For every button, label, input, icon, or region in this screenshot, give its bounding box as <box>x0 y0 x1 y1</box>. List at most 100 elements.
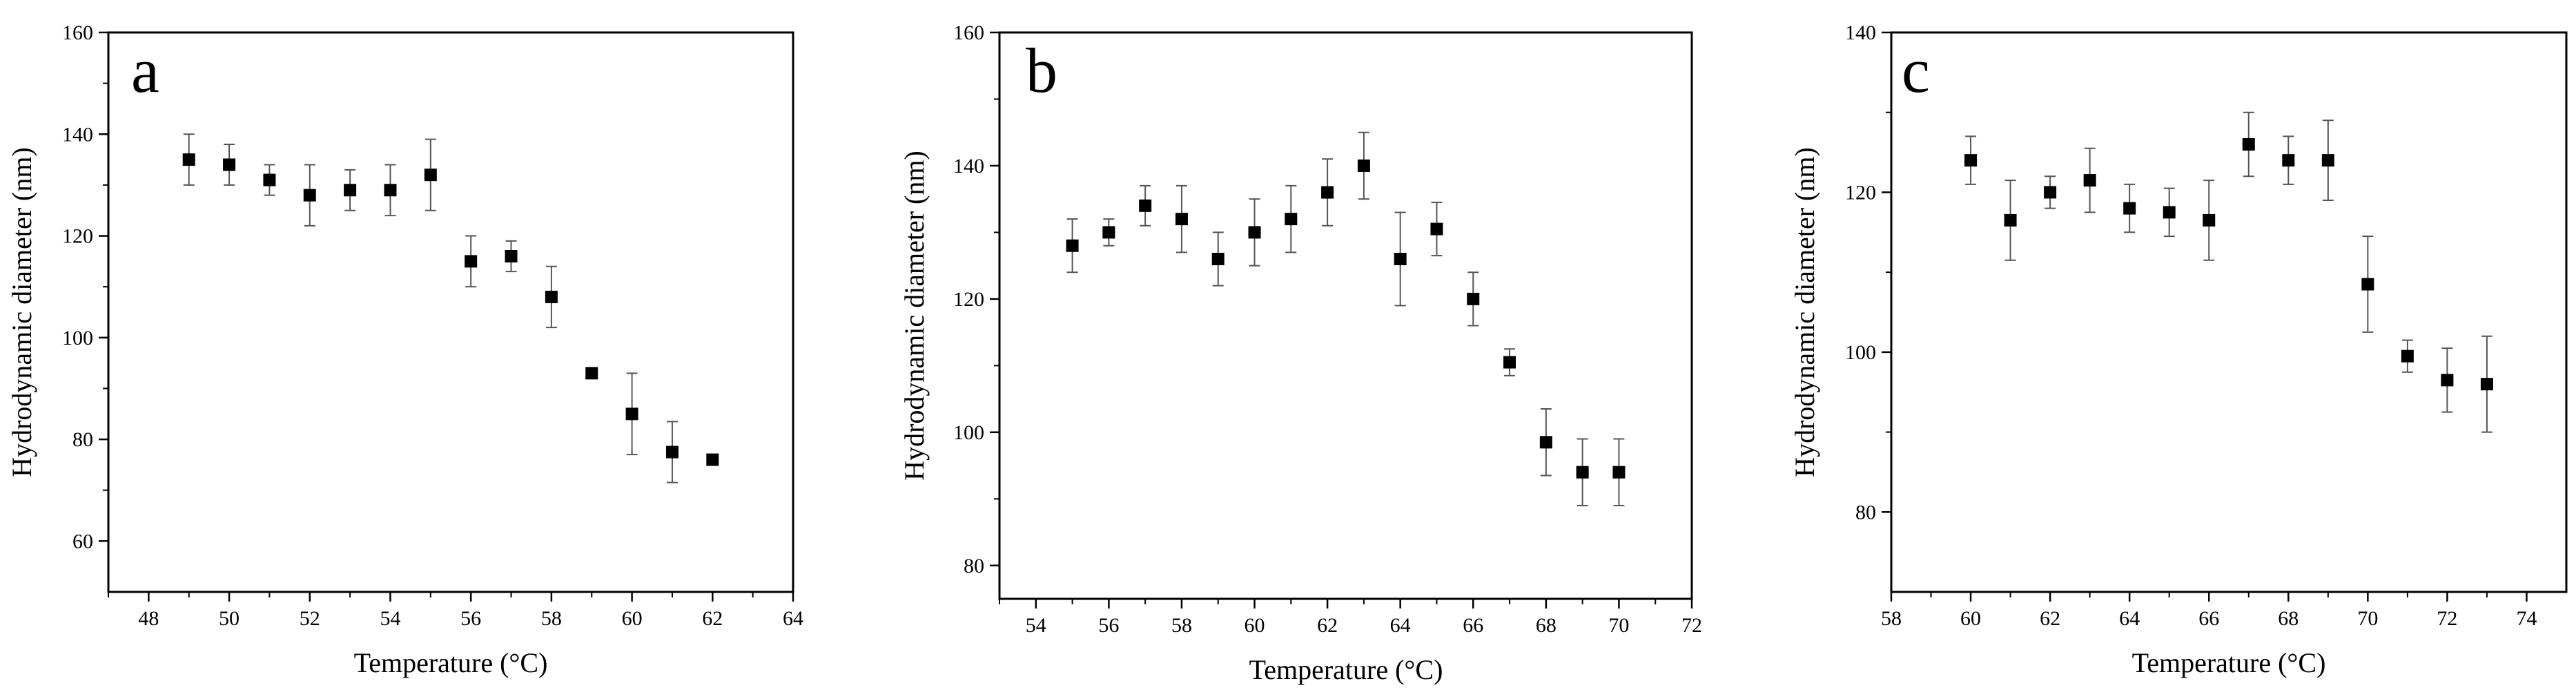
data-point <box>2321 154 2334 167</box>
panel-c: 58 60 62 64 66 68 70 72 74 80 100 120 140 c Temperat… <box>1789 21 2568 678</box>
data-point <box>384 184 397 197</box>
x-tick-label: 62 <box>2040 607 2060 630</box>
data-point <box>1539 436 1552 449</box>
x-tick-label: 60 <box>622 607 643 630</box>
data-point <box>665 445 679 459</box>
x-tick-label: 70 <box>1608 614 1629 637</box>
data-point <box>2044 186 2057 199</box>
x-axis-title: Temperature (°C) <box>2132 647 2326 678</box>
tick-marks <box>990 31 1693 608</box>
data-point <box>1102 226 1115 239</box>
data-marks <box>1066 131 1626 506</box>
x-tick-label: 58 <box>1171 614 1192 637</box>
data-marks <box>1964 111 2493 433</box>
panel-label: a <box>131 35 159 106</box>
x-tick-label: 48 <box>138 607 159 630</box>
x-tick-label: 54 <box>1026 614 1046 637</box>
tick-labels: 48 50 52 54 56 58 60 62 64 60 80 100 120 140 160 <box>62 21 803 630</box>
y-tick-label: 80 <box>72 428 93 451</box>
y-tick-label: 100 <box>953 421 984 444</box>
x-tick-label: 64 <box>783 607 803 630</box>
x-tick-label: 62 <box>702 607 723 630</box>
y-tick-label: 140 <box>1845 21 1876 44</box>
x-tick-label: 70 <box>2357 607 2378 630</box>
y-axis-title: Hydrodynamic diameter (nm) <box>1789 147 1820 477</box>
data-point <box>1139 199 1152 212</box>
data-point <box>2203 213 2216 227</box>
x-tick-label: 64 <box>1390 614 1411 637</box>
x-tick-label: 72 <box>2437 607 2457 630</box>
x-tick-label: 72 <box>1681 614 1702 637</box>
data-point <box>2123 202 2136 215</box>
data-point <box>1248 226 1261 239</box>
y-tick-label: 140 <box>62 123 93 146</box>
x-tick-label: 64 <box>2119 607 2140 630</box>
y-axis-title: Hydrodynamic diameter (nm) <box>6 147 37 477</box>
data-point <box>465 255 478 268</box>
data-point <box>1576 466 1589 479</box>
data-point <box>1964 154 1978 167</box>
x-tick-label: 56 <box>460 607 481 630</box>
x-tick-label: 58 <box>541 607 562 630</box>
data-point <box>2361 278 2374 291</box>
data-marks <box>182 133 719 483</box>
tick-marks <box>1882 31 2528 602</box>
data-point <box>1175 213 1188 226</box>
tick-marks <box>99 31 794 602</box>
data-point <box>1612 466 1626 479</box>
data-point <box>1430 222 1443 236</box>
x-tick-label: 66 <box>2198 607 2219 630</box>
data-point <box>263 173 276 186</box>
panel-label: b <box>1026 35 1057 106</box>
data-point <box>223 158 236 171</box>
x-tick-label: 58 <box>1881 607 1902 630</box>
data-point <box>2004 213 2017 227</box>
data-point <box>706 453 719 466</box>
data-point <box>1211 253 1224 265</box>
y-tick-label: 100 <box>62 327 93 349</box>
data-point <box>1357 159 1370 172</box>
data-point <box>2401 349 2414 363</box>
data-point <box>1467 292 1480 305</box>
data-point <box>2242 138 2255 151</box>
x-axis-title: Temperature (°C) <box>1249 654 1443 685</box>
x-tick-label: 60 <box>1245 614 1265 637</box>
data-point <box>424 169 437 182</box>
y-tick-label: 60 <box>72 530 93 553</box>
data-point <box>2441 374 2454 387</box>
data-point <box>2282 154 2295 167</box>
y-axis-title: Hydrodynamic diameter (nm) <box>899 151 930 481</box>
data-point <box>182 153 195 166</box>
panel-a: 48 50 52 54 56 58 60 62 64 60 80 100 120 140 160 a Tem… <box>6 21 803 678</box>
data-point <box>2480 378 2493 391</box>
y-tick-label: 120 <box>953 288 984 311</box>
y-tick-label: 120 <box>1845 181 1876 204</box>
data-point <box>303 189 316 202</box>
x-tick-label: 66 <box>1463 614 1483 637</box>
panel-label: c <box>1902 35 1930 106</box>
data-point <box>1066 239 1079 252</box>
plot-frame <box>998 31 1693 600</box>
x-tick-label: 60 <box>1960 607 1981 630</box>
data-point <box>585 367 598 380</box>
x-tick-label: 54 <box>380 607 400 630</box>
tick-labels: 54 56 58 60 62 64 66 68 70 72 80 100 120 140 160 <box>953 21 1702 637</box>
data-point <box>545 290 558 303</box>
x-axis-title: Temperature (°C) <box>354 647 548 678</box>
x-tick-label: 74 <box>2516 607 2537 630</box>
x-tick-label: 68 <box>1536 614 1557 637</box>
y-tick-label: 120 <box>62 225 93 248</box>
x-tick-label: 68 <box>2278 607 2299 630</box>
data-point <box>1394 253 1407 265</box>
x-tick-label: 56 <box>1098 614 1119 637</box>
data-point <box>2083 174 2096 187</box>
x-tick-label: 62 <box>1317 614 1338 637</box>
plot-frame <box>107 31 794 593</box>
tick-labels: 58 60 62 64 66 68 70 72 74 80 100 120 140 <box>1845 21 2537 630</box>
data-point <box>2163 206 2176 219</box>
x-tick-label: 52 <box>300 607 320 630</box>
y-tick-label: 80 <box>964 555 984 577</box>
data-point <box>505 250 518 262</box>
y-tick-label: 140 <box>953 155 984 178</box>
